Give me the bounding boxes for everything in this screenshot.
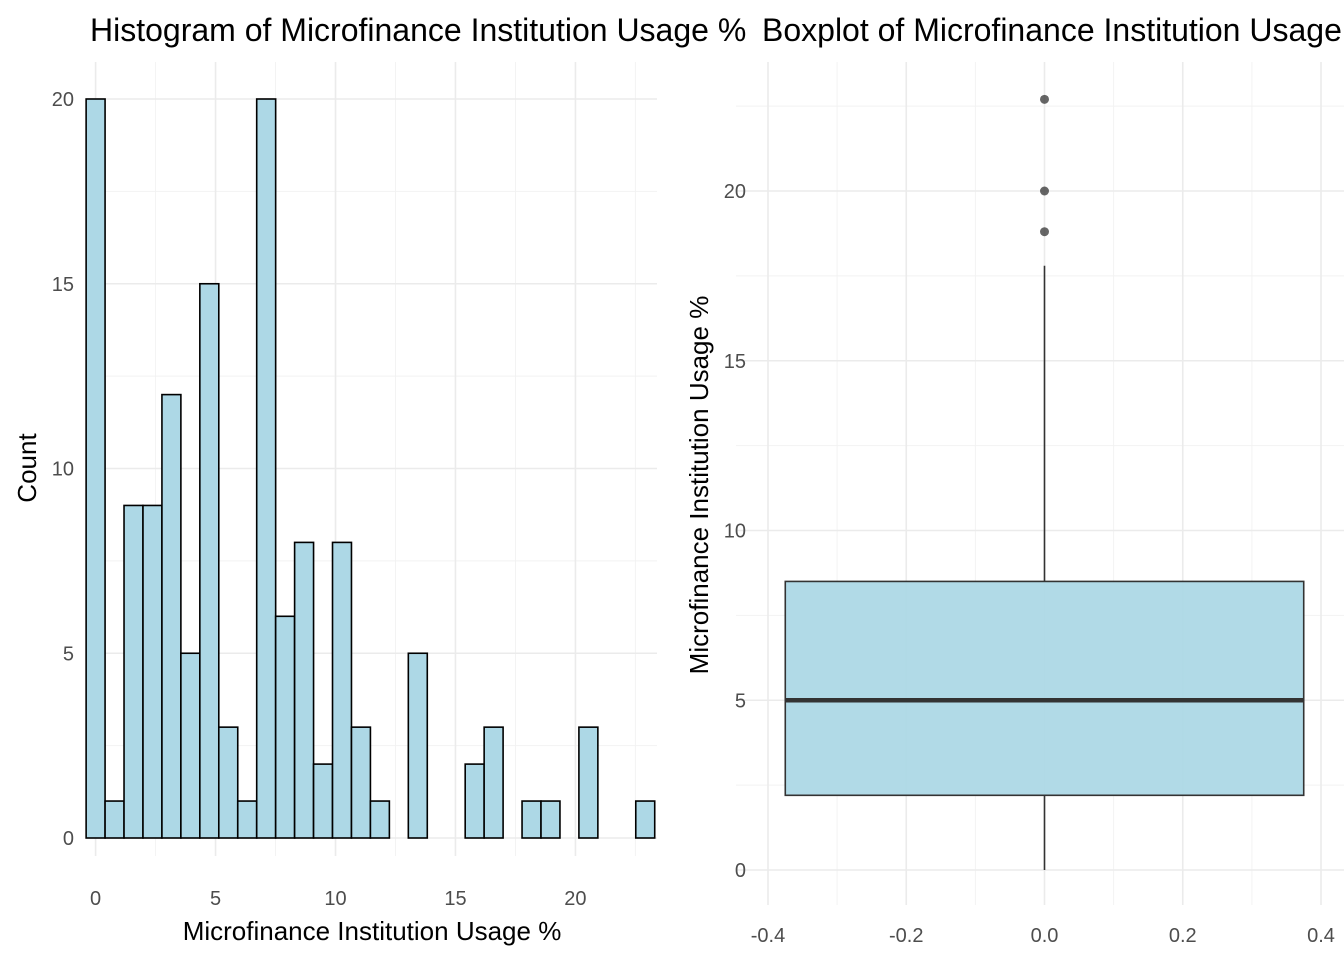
histogram-bar xyxy=(142,504,163,839)
histogram-bar xyxy=(236,800,258,839)
histogram-bar xyxy=(369,800,391,839)
histogram-bar xyxy=(331,541,353,839)
boxplot-title: Boxplot of Microfinance Institution Usag… xyxy=(762,12,1344,48)
histogram-bar xyxy=(274,615,296,839)
histogram-y-tick-label: 5 xyxy=(63,643,74,665)
histogram-bar xyxy=(312,763,334,839)
histogram-bar xyxy=(407,652,429,839)
boxplot-outlier-point xyxy=(1040,227,1049,237)
boxplot-y-tick-label: 20 xyxy=(724,181,746,203)
histogram-bars xyxy=(85,98,656,839)
boxplot-outlier-point xyxy=(1040,94,1049,104)
histogram-bar xyxy=(293,541,315,839)
boxplot-box xyxy=(784,580,1305,797)
histogram-x-tick-label: 15 xyxy=(444,888,466,910)
histogram-x-tick-label: 5 xyxy=(210,888,221,910)
boxplot-y-tick-label: 15 xyxy=(724,351,746,373)
histogram-y-axis-title: Count xyxy=(12,433,42,503)
histogram-y-tick-label: 15 xyxy=(52,274,74,296)
boxplot-x-tick-label: 0.2 xyxy=(1169,925,1197,947)
boxplot-x-tick-label: -0.4 xyxy=(751,925,785,947)
boxplot-tick-labels: -0.4 -0.2 0.0 0.2 0.4 0 5 10 15 20 xyxy=(724,181,1335,947)
histogram-bar xyxy=(217,726,239,839)
boxplot-outlier-point xyxy=(1040,186,1049,196)
boxplot-x-tick-label: -0.2 xyxy=(889,925,923,947)
histogram-bar xyxy=(161,393,182,839)
histogram-x-axis-title: Microfinance Institution Usage % xyxy=(183,916,562,946)
histogram-bar xyxy=(521,800,542,839)
histogram-bar xyxy=(483,726,504,839)
boxplot-x-tick-label: 0.0 xyxy=(1031,925,1059,947)
histogram-bar xyxy=(123,504,144,839)
histogram-x-tick-label: 10 xyxy=(324,888,346,910)
histogram-x-tick-label: 0 xyxy=(90,888,101,910)
histogram-bar xyxy=(104,800,125,839)
histogram-title: Histogram of Microfinance Institution Us… xyxy=(90,12,746,48)
boxplot-panel: -0.4 -0.2 0.0 0.2 0.4 0 5 10 15 20 Boxplot of Mic… xyxy=(684,12,1344,947)
histogram-x-tick-label: 20 xyxy=(564,888,586,910)
boxplot-x-tick-label: 0.4 xyxy=(1307,925,1335,947)
boxplot-y-tick-label: 0 xyxy=(735,860,746,882)
histogram-panel: 0 5 10 15 20 0 5 10 15 20 Histogram of Microfinan… xyxy=(12,12,746,946)
histogram-bar xyxy=(634,800,656,839)
boxplot-marks xyxy=(784,94,1305,870)
histogram-tick-labels: 0 5 10 15 20 0 5 10 15 20 xyxy=(52,89,587,910)
histogram-y-tick-label: 10 xyxy=(52,459,74,481)
histogram-bar xyxy=(180,652,201,839)
histogram-y-tick-label: 0 xyxy=(63,828,74,850)
histogram-bar xyxy=(464,763,485,839)
boxplot-y-axis-title: Microfinance Institution Usage % xyxy=(684,296,714,675)
histogram-bar xyxy=(85,98,106,839)
histogram-bar xyxy=(199,282,220,839)
histogram-bar xyxy=(255,98,277,839)
histogram-bar xyxy=(540,800,561,839)
boxplot-y-tick-label: 5 xyxy=(735,690,746,712)
histogram-bar xyxy=(350,726,372,839)
histogram-bar xyxy=(578,726,599,839)
boxplot-y-tick-label: 10 xyxy=(724,521,746,543)
histogram-y-tick-label: 20 xyxy=(52,89,74,111)
